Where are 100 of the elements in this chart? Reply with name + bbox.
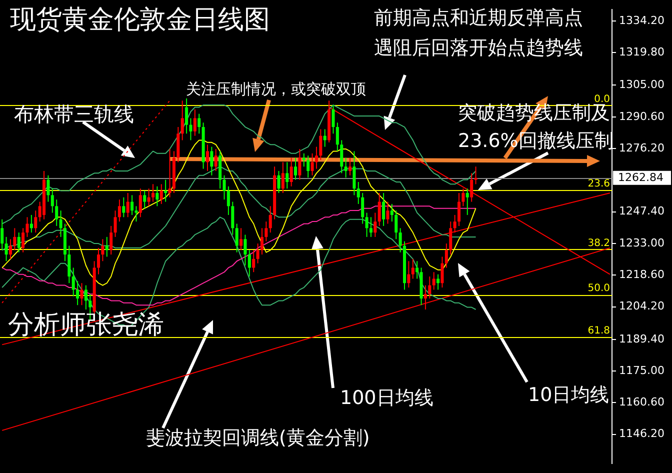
annotation: 38.2 <box>588 238 610 250</box>
candlestick <box>290 157 293 187</box>
candlestick <box>206 144 209 172</box>
candlestick <box>110 225 113 256</box>
candlestick <box>260 228 264 256</box>
candlestick <box>440 256 444 288</box>
candlestick <box>356 181 360 204</box>
candlestick <box>34 210 38 234</box>
chart-title: 现货黄金伦敦金日线图 <box>10 5 270 35</box>
candlestick <box>268 206 272 234</box>
candlestick <box>453 214 456 234</box>
annotation: 布林带三轨线 <box>14 102 134 126</box>
candlestick <box>432 272 436 290</box>
y-tick-label: 1146.20 <box>619 427 664 440</box>
candlestick <box>210 146 214 176</box>
candlestick <box>369 216 372 238</box>
candlestick <box>76 280 80 306</box>
candlestick <box>156 186 159 207</box>
candlestick <box>147 188 150 207</box>
candlestick <box>378 192 381 226</box>
candlestick <box>126 192 130 218</box>
candlestick <box>84 284 88 310</box>
candlestick <box>310 152 314 176</box>
candlestick <box>13 228 16 251</box>
candlestick <box>424 284 427 310</box>
candlestick <box>138 188 142 218</box>
candlestick <box>407 260 410 288</box>
y-tick-label: 1334.20 <box>619 14 664 27</box>
y-tick-label: 1290.60 <box>619 110 664 123</box>
candlestick <box>151 184 155 202</box>
candlestick <box>466 188 469 216</box>
candlestick <box>394 210 398 240</box>
y-tick-label: 1233.00 <box>619 236 664 250</box>
candlestick <box>449 221 452 256</box>
candlestick <box>240 228 243 251</box>
candlestick <box>390 203 394 222</box>
candlestick <box>340 140 344 174</box>
candlestick <box>0 218 4 251</box>
candlestick <box>294 157 298 180</box>
candlestick <box>143 190 146 209</box>
annotation: 斐波拉契回调线(黄金分割) <box>146 427 370 449</box>
candlestick <box>252 250 256 273</box>
candlestick <box>134 206 138 222</box>
candlestick <box>382 192 386 226</box>
candlestick <box>256 243 260 264</box>
candlestick <box>17 232 20 253</box>
candlestick <box>130 194 134 216</box>
annotation: 100日均线 <box>340 387 434 409</box>
y-tick-label: 1175.00 <box>619 364 664 377</box>
candlestick <box>470 172 474 202</box>
candlestick <box>462 188 465 207</box>
candlestick <box>344 157 348 178</box>
candlestick <box>114 210 117 238</box>
candlestick <box>122 196 126 218</box>
candlestick <box>55 199 58 226</box>
candlestick <box>436 274 440 290</box>
candlestick <box>332 104 335 134</box>
candlestick <box>248 250 251 278</box>
candlestick <box>80 282 84 306</box>
candlestick <box>298 148 302 180</box>
annotation: 关注压制情况，或突破双顶 <box>186 80 366 98</box>
candlestick <box>26 216 29 238</box>
candlestick <box>244 234 247 266</box>
y-tick-label: 1305.00 <box>619 78 664 92</box>
annotation: 10日均线 <box>528 384 610 406</box>
candlestick <box>50 188 54 214</box>
candlestick <box>46 174 50 202</box>
candlestick <box>416 260 419 280</box>
candlestick <box>193 108 196 136</box>
candlestick <box>168 148 172 198</box>
candlestick <box>118 199 121 222</box>
candlestick <box>105 236 108 258</box>
annotation: 50.0 <box>588 283 610 294</box>
candlestick <box>374 212 377 238</box>
candlestick <box>319 128 322 160</box>
candlestick <box>72 267 75 297</box>
candlestick <box>189 118 192 141</box>
candlestick <box>185 98 188 134</box>
candlestick <box>306 155 310 178</box>
candlestick <box>4 236 8 262</box>
candlestick <box>277 170 280 194</box>
y-tick-label: 1160.60 <box>619 396 664 409</box>
candlestick <box>428 276 432 299</box>
candlestick <box>30 214 33 234</box>
candlestick <box>198 113 201 134</box>
annotation: 23.6 <box>588 178 610 190</box>
candlestick <box>226 186 230 216</box>
candlestick <box>398 228 402 253</box>
candlestick <box>59 210 62 238</box>
candlestick <box>352 150 356 196</box>
candlestick <box>222 174 226 200</box>
y-tick-label: 1204.20 <box>619 300 664 313</box>
candlestick <box>264 221 268 242</box>
annotation: 遇阻后回落开始点趋势线 <box>374 37 583 59</box>
y-tick-label: 1247.40 <box>619 204 664 218</box>
y-tick-label: 1189.40 <box>619 332 664 346</box>
annotation: 61.8 <box>588 325 610 336</box>
candlestick <box>386 201 390 224</box>
candlestick <box>68 245 71 284</box>
candlestick <box>323 128 326 148</box>
